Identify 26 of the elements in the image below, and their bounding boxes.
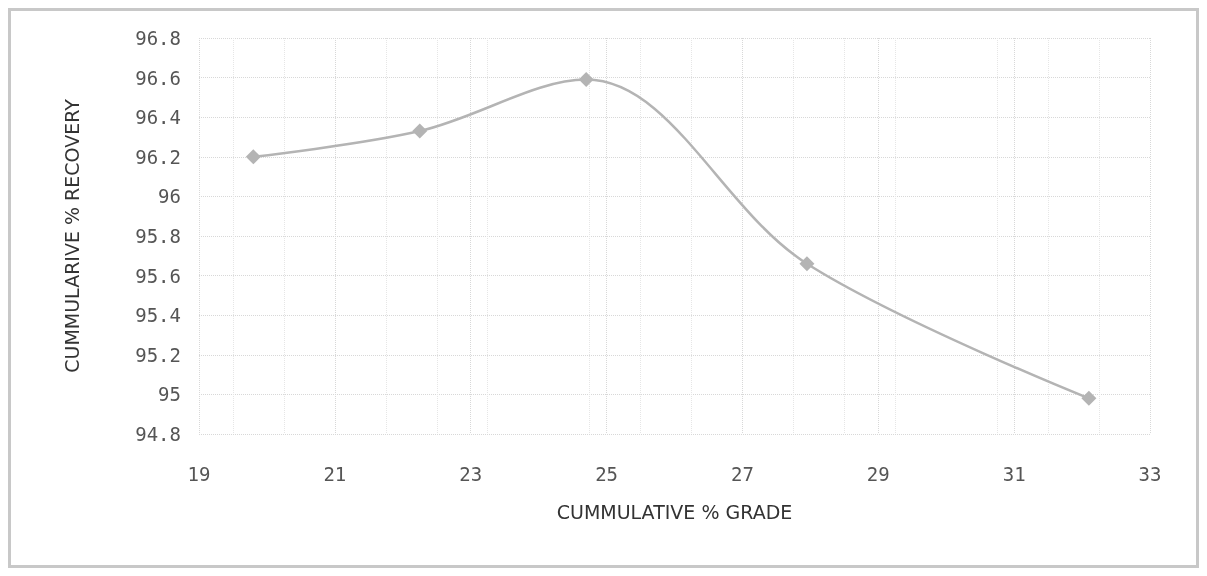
x-tick-label: 33	[1138, 462, 1162, 485]
point	[799, 256, 815, 272]
x-tick-label: 27	[730, 462, 754, 485]
x-tick-label: 23	[459, 462, 483, 485]
point	[245, 149, 261, 165]
x-tick-label: 19	[187, 462, 211, 485]
y-tick-label: 96	[158, 185, 181, 208]
y-tick-label: 94.8	[135, 423, 181, 445]
y-tick-label: 95	[158, 383, 181, 406]
point	[578, 72, 594, 88]
point	[412, 123, 428, 139]
point	[1081, 390, 1097, 406]
y-tick-label: 95.4	[135, 304, 181, 327]
y-tick-label: 96.2	[135, 145, 181, 168]
y-tick-label: 96.4	[135, 106, 181, 129]
y-axis-title: CUMMULARIVE % RECOVERY	[60, 98, 83, 373]
x-tick-label: 29	[866, 462, 890, 485]
x-tick-label: 21	[323, 462, 347, 485]
y-tick-label: 95.6	[135, 264, 181, 287]
y-tick-label: 96.6	[135, 66, 181, 89]
y-tick-label: 95.2	[135, 343, 181, 366]
x-tick-label: 31	[1002, 462, 1026, 485]
y-tick-label: 96.8	[135, 27, 181, 49]
x-tick-label: 25	[595, 462, 619, 485]
y-tick-label: 95.8	[135, 225, 181, 247]
x-axis-title: CUMMULATIVE % GRADE	[556, 500, 793, 523]
